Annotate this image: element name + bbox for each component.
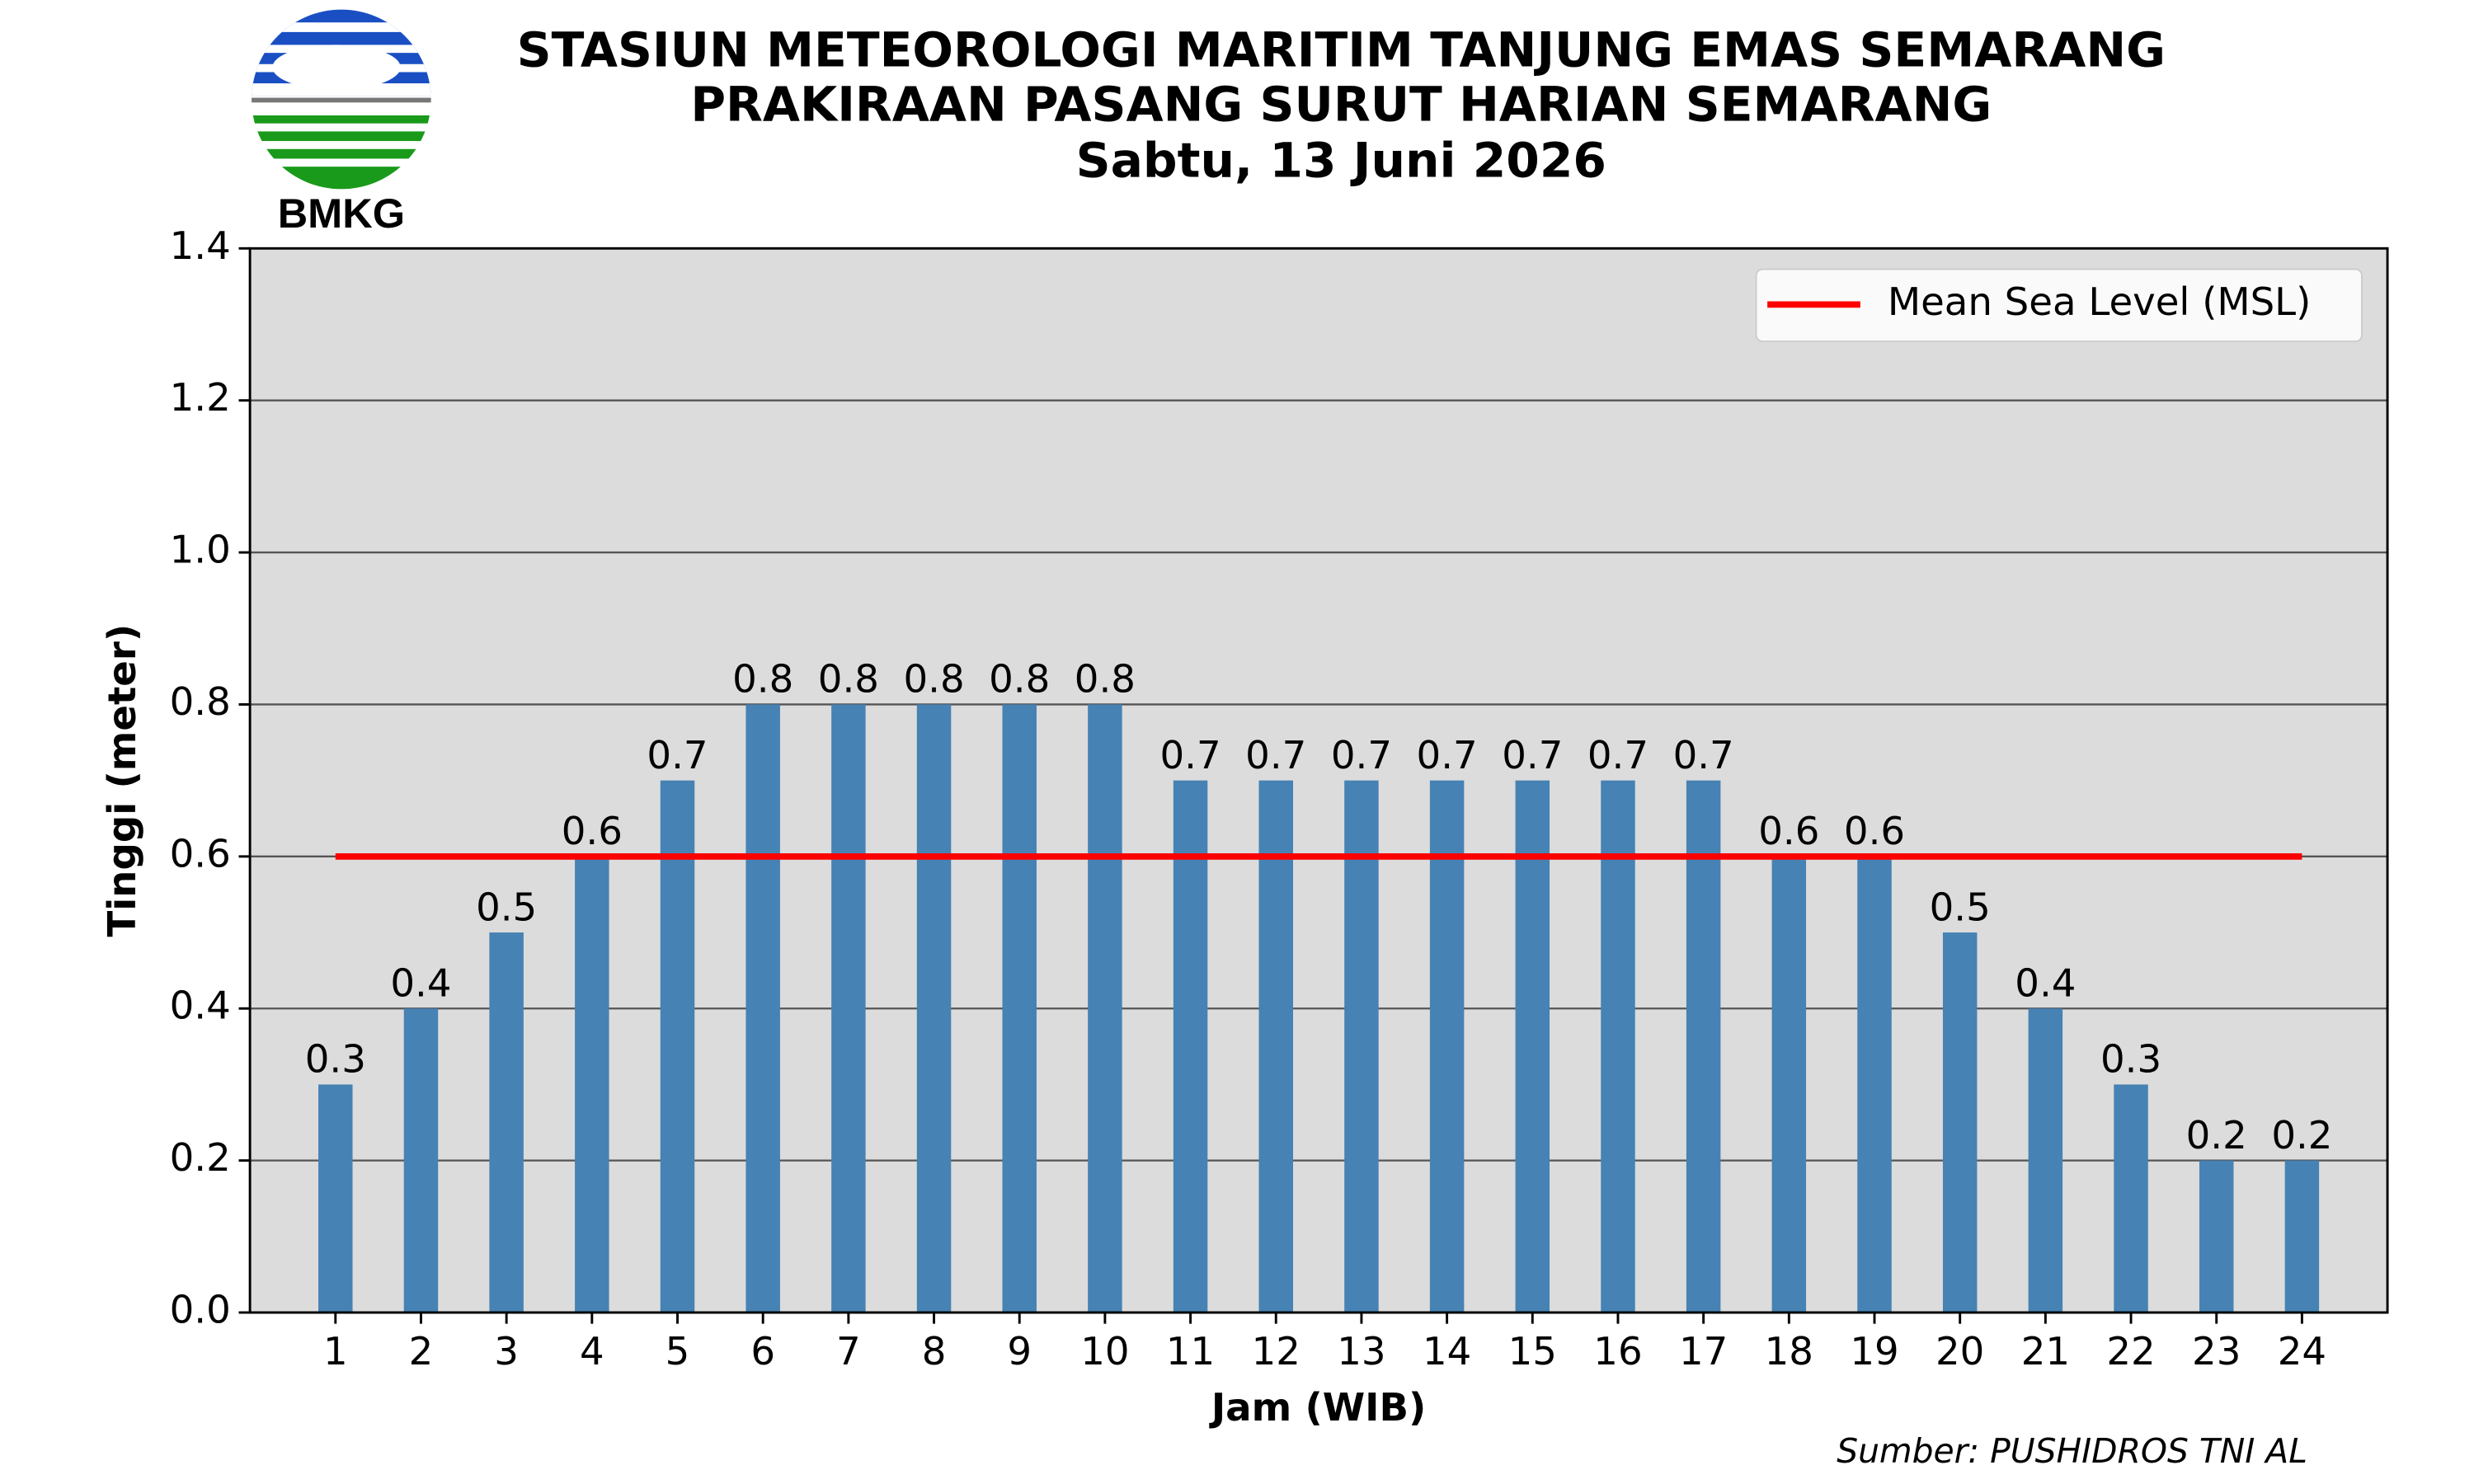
bar bbox=[1515, 780, 1550, 1313]
x-tick-label: 15 bbox=[1508, 1329, 1557, 1374]
value-label: 0.6 bbox=[1844, 809, 1905, 853]
bar bbox=[1173, 780, 1208, 1313]
x-tick-label: 3 bbox=[494, 1329, 519, 1374]
bar bbox=[745, 704, 780, 1313]
bar bbox=[1429, 780, 1465, 1313]
x-tick-label: 19 bbox=[1850, 1329, 1898, 1374]
x-tick-label: 1 bbox=[323, 1329, 348, 1374]
bar bbox=[2284, 1160, 2320, 1313]
x-tick-label: 13 bbox=[1337, 1329, 1385, 1374]
y-tick-label: 1.4 bbox=[170, 223, 231, 268]
bar bbox=[660, 780, 695, 1313]
x-tick-label: 7 bbox=[836, 1329, 861, 1374]
x-tick-label: 8 bbox=[922, 1329, 947, 1374]
bar bbox=[1258, 780, 1293, 1313]
value-label: 0.5 bbox=[1930, 885, 1991, 929]
value-label: 0.8 bbox=[1075, 657, 1136, 702]
x-tick-label: 23 bbox=[2192, 1329, 2241, 1374]
x-tick-label: 11 bbox=[1166, 1329, 1215, 1374]
y-tick-label: 0.2 bbox=[170, 1135, 231, 1180]
plot-area bbox=[250, 248, 2388, 1313]
x-tick-label: 17 bbox=[1679, 1329, 1728, 1374]
logo-text: BMKG bbox=[278, 190, 405, 237]
legend-box bbox=[1755, 268, 2363, 343]
plot-frame bbox=[248, 247, 2389, 1314]
x-tick-label: 6 bbox=[750, 1329, 775, 1374]
bar bbox=[916, 704, 952, 1313]
x-tick-label: 22 bbox=[2106, 1329, 2155, 1374]
bar bbox=[1601, 780, 1635, 1313]
bar bbox=[1002, 704, 1037, 1313]
x-tick-label: 5 bbox=[666, 1329, 690, 1374]
legend-label: Mean Sea Level (MSL) bbox=[1888, 279, 2311, 324]
y-axis-label: Tinggi (meter) bbox=[100, 624, 144, 937]
y-tick-label: 0.8 bbox=[170, 679, 231, 724]
bar bbox=[1686, 780, 1721, 1313]
bar bbox=[831, 704, 866, 1313]
value-label: 0.8 bbox=[732, 657, 793, 702]
x-tick-label: 9 bbox=[1007, 1329, 1032, 1374]
x-tick-label: 14 bbox=[1423, 1329, 1471, 1374]
value-label: 0.7 bbox=[647, 733, 708, 777]
value-label: 0.7 bbox=[1587, 733, 1649, 777]
value-label: 0.8 bbox=[903, 657, 964, 702]
value-label: 0.2 bbox=[2186, 1113, 2247, 1158]
value-label: 0.4 bbox=[390, 961, 451, 1006]
chart-date: Sabtu, 13 Juni 2026 bbox=[1076, 132, 1606, 188]
plot-layer: 0.3 0.4 0.5 0.6 0.7 0.8 0.8 0.8 0.8 0.8 0.7 0.7 0.7 0… bbox=[250, 247, 2388, 1314]
value-label: 0.2 bbox=[2271, 1113, 2332, 1158]
source-note: Sumber: PUSHIDROS TNI AL bbox=[1837, 1431, 2307, 1471]
bar bbox=[2199, 1160, 2234, 1313]
logo bbox=[252, 9, 431, 190]
x-axis-label: Jam (WIB) bbox=[1209, 1385, 1427, 1430]
value-label: 0.3 bbox=[305, 1037, 366, 1082]
y-tick-label: 0.0 bbox=[170, 1288, 231, 1332]
x-tick-label: 2 bbox=[409, 1329, 434, 1374]
x-tick-label: 12 bbox=[1252, 1329, 1300, 1374]
bar bbox=[1088, 704, 1122, 1313]
x-tick-label: 16 bbox=[1593, 1329, 1642, 1374]
bar bbox=[1344, 780, 1379, 1313]
bar bbox=[403, 1008, 439, 1313]
value-label: 0.6 bbox=[562, 809, 623, 853]
bar bbox=[1857, 856, 1892, 1313]
value-label: 0.7 bbox=[1417, 733, 1478, 777]
value-label: 0.7 bbox=[1673, 733, 1734, 777]
value-label: 0.7 bbox=[1160, 733, 1221, 777]
bar bbox=[489, 932, 524, 1313]
x-tick-label: 24 bbox=[2278, 1329, 2326, 1374]
bar bbox=[2028, 1008, 2063, 1313]
bar bbox=[1942, 932, 1978, 1313]
x-tick-label: 18 bbox=[1765, 1329, 1813, 1374]
legend: Mean Sea Level (MSL) bbox=[1755, 268, 2363, 343]
bar bbox=[1771, 856, 1807, 1313]
chart-subtitle: PRAKIRAAN PASANG SURUT HARIAN SEMARANG bbox=[690, 76, 1992, 132]
y-tick-label: 1.2 bbox=[170, 375, 231, 420]
value-label: 0.3 bbox=[2100, 1037, 2161, 1082]
bar bbox=[318, 1084, 353, 1313]
bar bbox=[575, 856, 609, 1313]
x-tick-label: 21 bbox=[2021, 1329, 2070, 1374]
x-tick-label: 20 bbox=[1935, 1329, 1984, 1374]
value-label: 0.6 bbox=[1758, 809, 1819, 853]
x-tick-label: 10 bbox=[1080, 1329, 1129, 1374]
value-label: 0.8 bbox=[989, 657, 1050, 702]
y-tick-label: 0.6 bbox=[170, 831, 231, 876]
value-label: 0.7 bbox=[1331, 733, 1392, 777]
value-label: 0.7 bbox=[1245, 733, 1306, 777]
bar bbox=[2114, 1084, 2148, 1313]
value-label: 0.8 bbox=[818, 657, 879, 702]
x-tick-label: 4 bbox=[580, 1329, 604, 1374]
y-tick-label: 0.4 bbox=[170, 984, 231, 1028]
value-label: 0.4 bbox=[2015, 961, 2076, 1006]
y-tick-label: 1.0 bbox=[170, 528, 231, 572]
value-label: 0.7 bbox=[1502, 733, 1563, 777]
chart-title: STASIUN METEOROLOGI MARITIM TANJUNG EMAS… bbox=[517, 21, 2166, 77]
value-label: 0.5 bbox=[476, 885, 537, 929]
